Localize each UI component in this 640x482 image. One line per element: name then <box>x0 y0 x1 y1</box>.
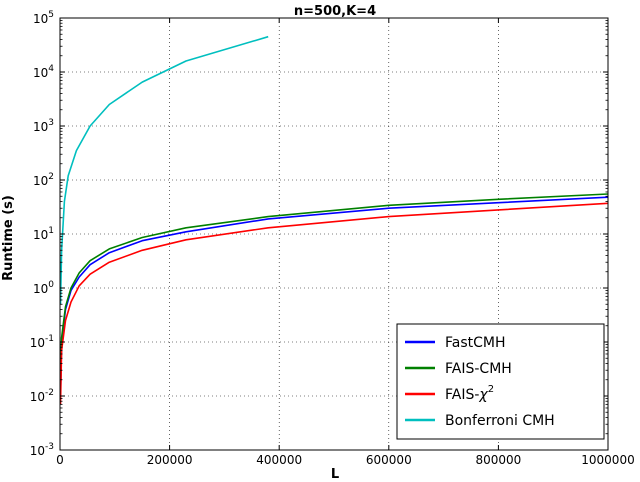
legend-label: FAIS-χ2 <box>445 384 494 403</box>
x-tick-label: 200000 <box>147 453 193 467</box>
x-tick-label: 1000000 <box>581 453 634 467</box>
x-tick-label: 400000 <box>256 453 302 467</box>
series-line-bonferroni-cmh <box>59 35 269 305</box>
series-lines <box>59 35 609 405</box>
legend-label: FastCMH <box>445 335 506 351</box>
x-tick-label: 600000 <box>366 453 412 467</box>
y-tick-labels: 10-3 10-2 10-1 100 101 102 103 104 105 <box>30 10 55 458</box>
legend-label: FAIS-CMH <box>445 361 512 377</box>
series-line-fais-cmh <box>59 193 609 392</box>
y-tick-label: 101 <box>33 226 54 242</box>
y-tick-label: 10-3 <box>30 442 54 458</box>
y-tick-label: 104 <box>33 64 54 80</box>
x-axis-title: L <box>331 467 339 482</box>
grid-lines <box>60 18 608 450</box>
x-tick-label: 0 <box>56 453 64 467</box>
legend: FastCMH FAIS-CMH FAIS-χ2 Bonferroni CMH <box>396 323 605 440</box>
y-axis-title: Runtime (s) <box>1 195 16 281</box>
legend-label: Bonferroni CMH <box>445 413 555 429</box>
series-line-fais- <box>59 202 609 405</box>
y-tick-label: 105 <box>33 10 54 26</box>
x-tick-labels: 0 200000 400000 600000 800000 1000000 <box>56 453 635 467</box>
chart-title: n=500,K=4 <box>294 4 376 19</box>
x-tick-label: 800000 <box>475 453 521 467</box>
y-tick-label: 10-1 <box>30 334 54 350</box>
axis-ticks <box>59 17 609 451</box>
y-tick-label: 103 <box>33 118 54 134</box>
y-tick-label: 10-2 <box>30 388 54 404</box>
y-tick-label: 100 <box>33 280 54 296</box>
y-tick-label: 102 <box>33 172 54 188</box>
